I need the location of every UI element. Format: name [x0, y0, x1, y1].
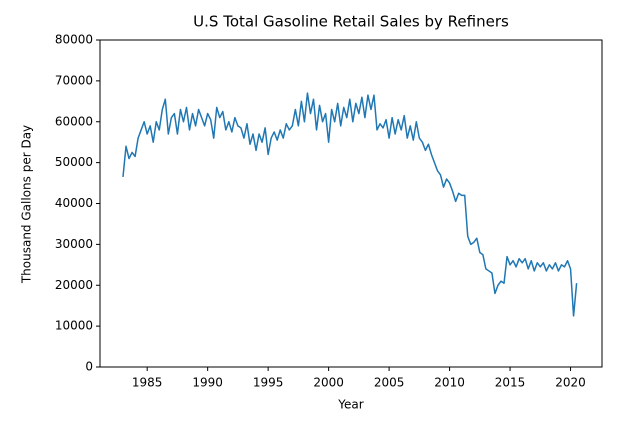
x-axis-label: Year — [337, 398, 363, 412]
y-tick-label: 80000 — [55, 33, 93, 47]
x-tick-label: 2000 — [313, 376, 344, 390]
y-tick-label: 10000 — [55, 319, 93, 333]
y-tick-label: 50000 — [55, 155, 93, 169]
x-tick-label: 1990 — [192, 376, 223, 390]
x-tick-label: 1985 — [132, 376, 163, 390]
x-tick-label: 2020 — [555, 376, 586, 390]
y-axis-label: Thousand Gallons per Day — [20, 125, 34, 284]
x-tick-label: 2005 — [374, 376, 405, 390]
x-tick-label: 1995 — [253, 376, 284, 390]
y-tick-label: 70000 — [55, 73, 93, 87]
y-tick-label: 60000 — [55, 114, 93, 128]
y-tick-label: 20000 — [55, 278, 93, 292]
x-tick-label: 2015 — [495, 376, 526, 390]
y-tick-label: 40000 — [55, 196, 93, 210]
y-tick-label: 0 — [85, 360, 93, 374]
y-tick-label: 30000 — [55, 237, 93, 251]
x-tick-label: 2010 — [434, 376, 465, 390]
plot-frame — [99, 39, 603, 368]
chart-title: U.S Total Gasoline Retail Sales by Refin… — [193, 13, 509, 31]
line-series — [122, 92, 578, 317]
